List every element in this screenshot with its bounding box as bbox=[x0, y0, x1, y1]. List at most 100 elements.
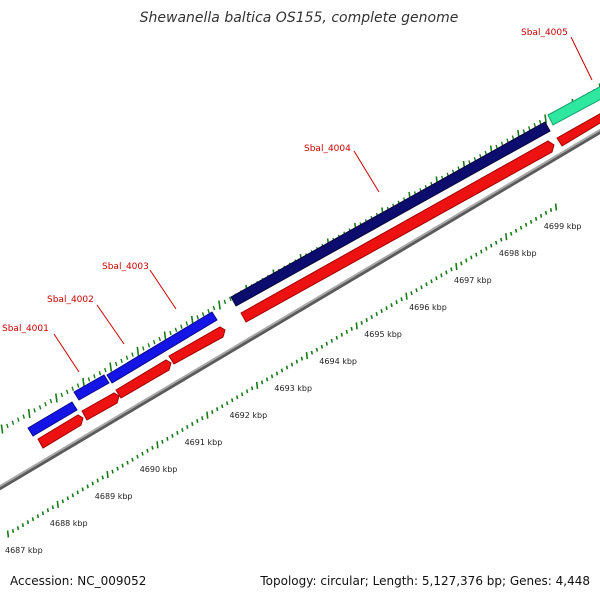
scale-tick bbox=[554, 203, 558, 211]
scale-label: 4690 kbp bbox=[140, 465, 178, 474]
scale-tick bbox=[151, 445, 154, 450]
tick-mark bbox=[76, 383, 80, 388]
scale-tick bbox=[201, 416, 204, 421]
tick-mark bbox=[22, 414, 25, 419]
scale-tick bbox=[116, 466, 119, 471]
tick-mark bbox=[196, 315, 199, 320]
scale-tick bbox=[186, 425, 189, 429]
scale-label: 4694 kbp bbox=[319, 357, 357, 366]
scale-tick bbox=[191, 422, 194, 426]
tick-mark bbox=[33, 408, 36, 413]
cds-arrow[interactable] bbox=[37, 414, 84, 449]
tick-mark bbox=[152, 339, 156, 345]
scale-tick bbox=[101, 475, 104, 480]
tick-mark bbox=[120, 358, 123, 364]
scale-tick bbox=[166, 436, 169, 441]
tick-mark bbox=[207, 308, 210, 314]
scale-tick bbox=[465, 258, 468, 263]
tick-mark bbox=[544, 114, 547, 124]
scale-tick bbox=[305, 352, 309, 360]
scale-tick bbox=[156, 441, 159, 449]
scale-tick bbox=[121, 463, 124, 468]
cds-arrow[interactable] bbox=[81, 392, 120, 421]
scale-tick bbox=[510, 231, 513, 236]
scale-tick bbox=[534, 216, 538, 221]
scale-tick bbox=[41, 511, 45, 516]
tick-mark bbox=[0, 424, 4, 434]
scale-tick bbox=[181, 428, 184, 432]
scale-tick bbox=[176, 430, 179, 435]
gene-label-sbal-4004[interactable]: Sbal_4004 bbox=[304, 144, 351, 154]
scale-tick bbox=[240, 392, 244, 397]
scale-tick bbox=[475, 252, 478, 257]
scale-tick bbox=[81, 487, 84, 492]
scale-tick bbox=[136, 454, 139, 459]
tick-mark bbox=[158, 336, 161, 342]
accession-text: Accession: NC_009052 bbox=[10, 574, 147, 588]
cds-arrow[interactable] bbox=[240, 140, 555, 323]
gene-label-sbal-4001[interactable]: Sbal_4001 bbox=[2, 324, 49, 334]
gene-sbal-4001-block[interactable] bbox=[27, 401, 78, 437]
scale-tick bbox=[11, 529, 15, 533]
scale-tick-marks bbox=[6, 203, 558, 538]
tick-mark bbox=[38, 405, 42, 410]
tick-mark bbox=[506, 138, 509, 143]
genome-backbone bbox=[0, 128, 600, 491]
scale-tick bbox=[455, 262, 458, 271]
scale-tick bbox=[255, 381, 259, 389]
scale-tick bbox=[96, 478, 99, 483]
tick-mark bbox=[109, 362, 113, 372]
scale-tick bbox=[350, 326, 353, 331]
label-leader-line bbox=[570, 36, 593, 81]
tick-mark bbox=[114, 361, 118, 367]
tick-mark bbox=[218, 300, 221, 310]
tick-mark bbox=[104, 367, 107, 373]
scale-tick bbox=[360, 320, 363, 325]
scale-label: 4687 kbp bbox=[5, 546, 43, 555]
scale-tick bbox=[206, 411, 209, 419]
scale-tick bbox=[549, 208, 553, 212]
gene-label-sbal-4003[interactable]: Sbal_4003 bbox=[102, 262, 149, 272]
scale-tick bbox=[490, 243, 493, 248]
tick-mark bbox=[180, 324, 183, 329]
cds-arrow[interactable] bbox=[556, 111, 600, 147]
scale-label: 4699 kbp bbox=[544, 222, 582, 231]
scale-tick bbox=[380, 309, 383, 313]
scale-tick bbox=[330, 338, 333, 343]
scale-tick bbox=[460, 261, 463, 266]
scale-tick bbox=[221, 404, 224, 409]
gene-label-sbal-4005[interactable]: Sbal_4005 bbox=[521, 28, 568, 38]
tick-mark bbox=[136, 346, 140, 357]
map-title: Shewanella baltica OS155, complete genom… bbox=[140, 10, 459, 26]
scale-tick bbox=[370, 315, 373, 319]
gene-sbal-4003-block[interactable] bbox=[106, 311, 218, 384]
label-leader-line bbox=[53, 333, 80, 373]
scale-tick bbox=[440, 273, 443, 278]
scale-tick bbox=[161, 439, 164, 444]
scale-labels: 4687 kbp 4688 kbp 4689 kbp 4690 kbp 4691 kbp… bbox=[5, 222, 582, 555]
scale-tick bbox=[375, 312, 378, 316]
tick-mark bbox=[11, 420, 15, 426]
gene-sbal-4002-block[interactable] bbox=[73, 374, 110, 401]
gene-sbal-4005-block[interactable] bbox=[547, 84, 600, 126]
scale-label: 4698 kbp bbox=[499, 249, 537, 258]
scale-tick bbox=[295, 359, 299, 364]
gene-sbal-4004-block[interactable] bbox=[230, 121, 551, 307]
tick-mark bbox=[55, 393, 58, 403]
genome-summary-text: Topology: circular; Length: 5,127,376 bp… bbox=[260, 574, 590, 588]
tick-mark bbox=[87, 377, 91, 382]
scale-tick bbox=[141, 451, 144, 456]
scale-tick bbox=[539, 213, 543, 218]
tick-mark bbox=[125, 355, 129, 360]
scale-tick bbox=[495, 240, 498, 245]
tick-mark bbox=[17, 417, 20, 422]
scale-tick bbox=[196, 419, 199, 423]
cds-arrow[interactable] bbox=[115, 359, 172, 399]
scale-tick bbox=[470, 255, 473, 260]
cds-arrow[interactable] bbox=[168, 326, 226, 365]
scale-tick bbox=[56, 500, 59, 508]
tick-mark bbox=[528, 126, 531, 131]
scale-tick bbox=[505, 233, 508, 241]
gene-label-sbal-4002[interactable]: Sbal_4002 bbox=[47, 295, 94, 305]
